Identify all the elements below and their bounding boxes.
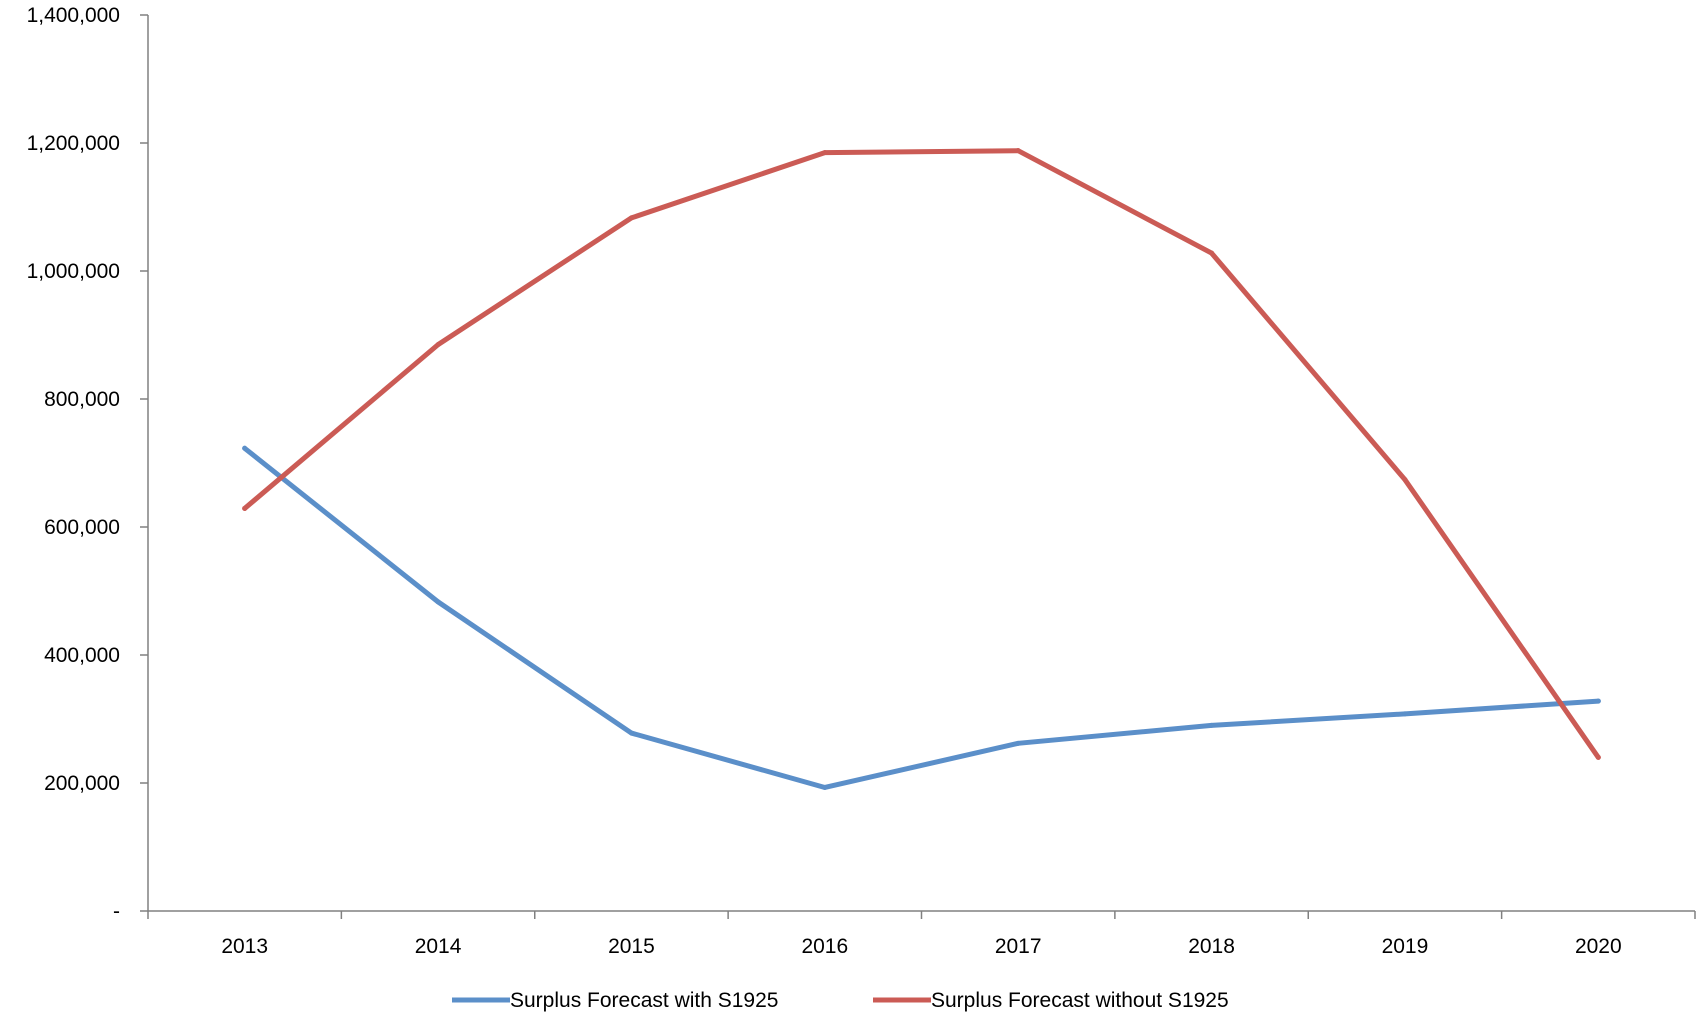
x-tick-label: 2016 (801, 935, 848, 958)
y-tick-label: 400,000 (44, 644, 120, 667)
x-tick-label: 2013 (221, 935, 268, 958)
series-line-2 (242, 148, 1601, 760)
axes: - 200,000 400,000 600,000 800,000 1,000,000 1,… (27, 4, 1696, 958)
data-point (1402, 477, 1408, 483)
series-line-1 (242, 445, 1601, 790)
data-point (435, 342, 441, 348)
data-point (1015, 740, 1021, 746)
y-tick-label: 800,000 (44, 388, 120, 411)
data-point (1209, 722, 1215, 728)
series-lines (242, 148, 1601, 790)
data-point (1595, 698, 1601, 704)
y-tick-label: 200,000 (44, 772, 120, 795)
y-tick-label: 1,400,000 (27, 4, 120, 27)
x-tick-label: 2019 (1382, 935, 1429, 958)
data-point (628, 730, 634, 736)
legend-label-2: Surplus Forecast without S1925 (931, 989, 1229, 1012)
data-point (242, 505, 248, 511)
x-tick-label: 2020 (1575, 935, 1622, 958)
data-point (1015, 148, 1021, 154)
data-point (628, 215, 634, 221)
data-point (435, 599, 441, 605)
data-point (822, 150, 828, 156)
data-point (822, 784, 828, 790)
y-tick-label: 1,200,000 (27, 132, 120, 155)
legend-label-1: Surplus Forecast with S1925 (510, 989, 778, 1012)
y-tick-label: 600,000 (44, 516, 120, 539)
y-tick-label: - (113, 900, 120, 923)
data-point (1402, 711, 1408, 717)
x-tick-label: 2018 (1188, 935, 1235, 958)
data-point (242, 445, 248, 451)
legend: Surplus Forecast with S1925 Surplus Forec… (452, 989, 1229, 1012)
data-point (1209, 250, 1215, 256)
x-tick-label: 2017 (995, 935, 1042, 958)
x-tick-label: 2015 (608, 935, 655, 958)
x-tick-label: 2014 (415, 935, 462, 958)
data-point (1595, 754, 1601, 760)
y-tick-label: 1,000,000 (27, 260, 120, 283)
